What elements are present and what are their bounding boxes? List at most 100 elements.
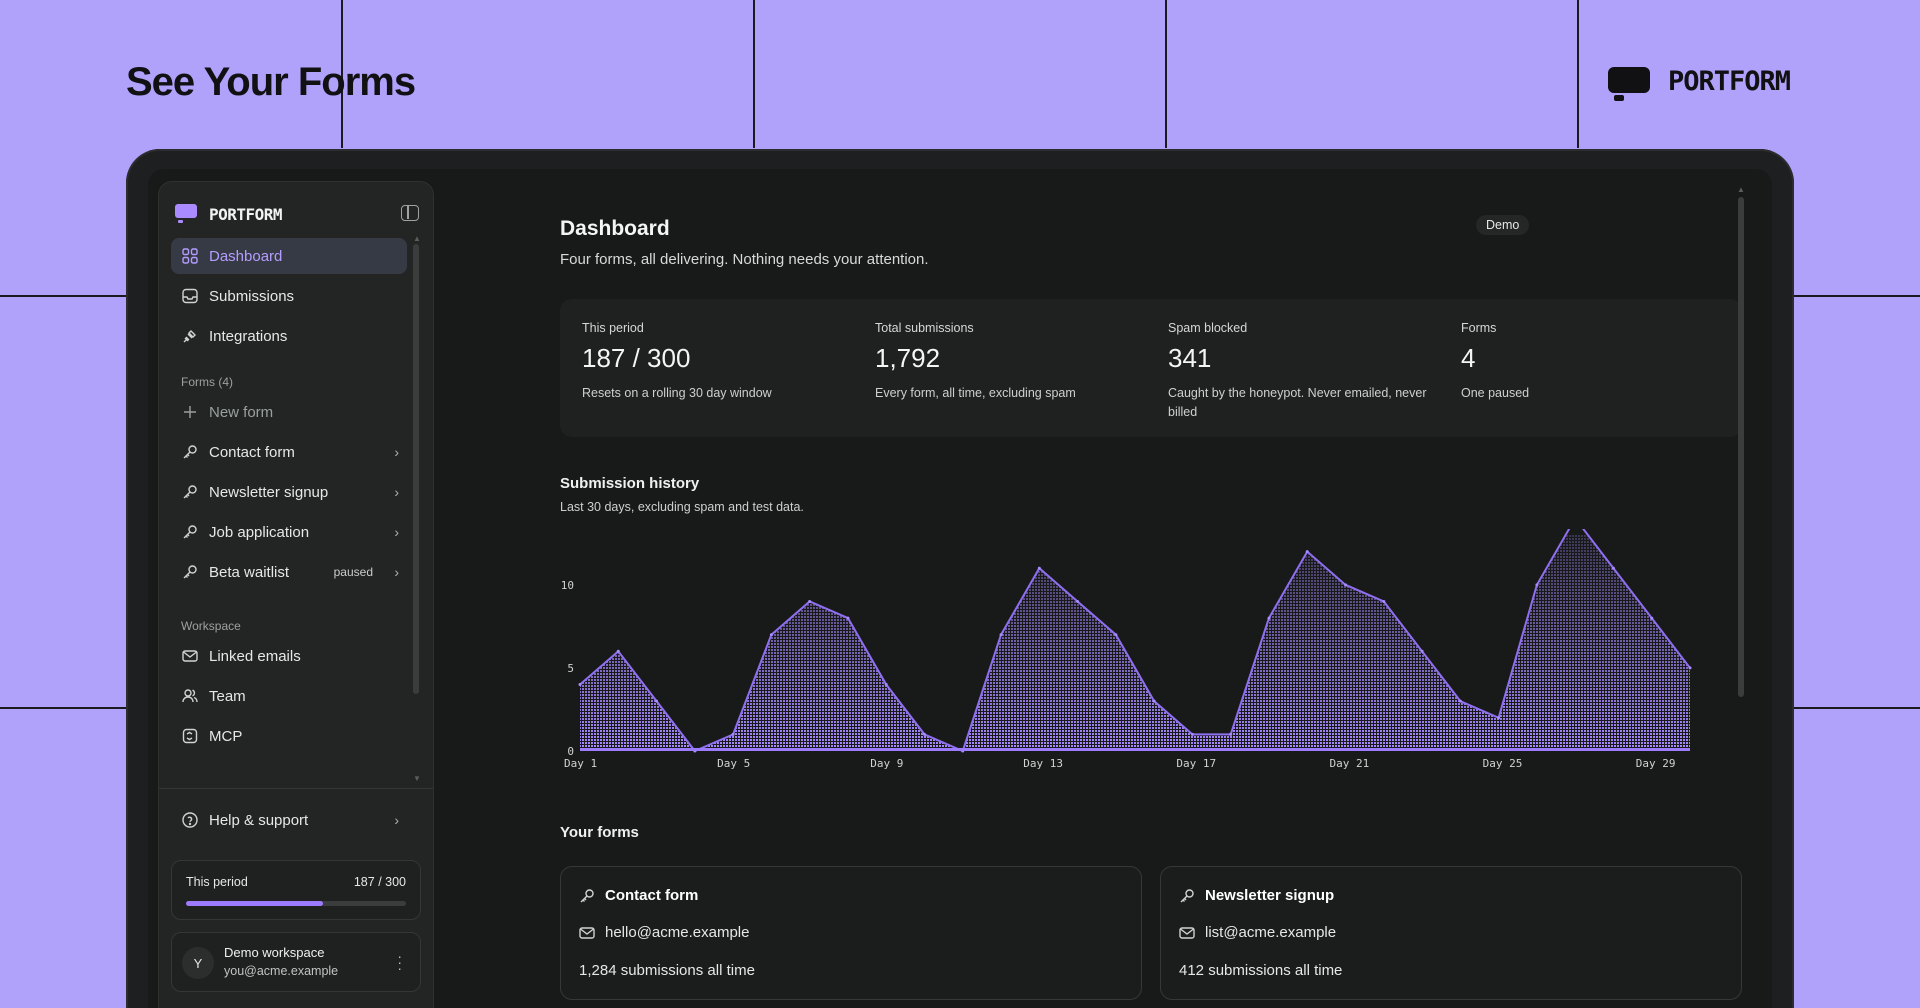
key-icon — [181, 443, 199, 461]
stat-desc: Every form, all time, excluding spam — [875, 386, 1076, 400]
brand-logo: PORTFORM — [1608, 66, 1791, 101]
scroll-up-arrow[interactable]: ▲ — [413, 234, 421, 243]
stat-label: Forms — [1461, 321, 1497, 335]
chart-point — [1305, 550, 1309, 554]
chart-point — [1114, 633, 1118, 637]
sidebar-form-newsletter[interactable]: Newsletter signup › — [171, 474, 407, 510]
chart-point — [922, 732, 926, 736]
nav-team[interactable]: Team — [171, 678, 407, 714]
chart-line — [579, 529, 1691, 753]
chart-point — [1037, 566, 1041, 570]
plus-icon — [181, 403, 199, 421]
sidebar-toggle-icon[interactable] — [401, 205, 419, 221]
chart-point — [616, 649, 620, 653]
x-tick-label: Day 13 — [1023, 757, 1063, 770]
form-card-title: Newsletter signup — [1179, 887, 1334, 904]
demo-badge: Demo — [1476, 215, 1530, 235]
chart-point — [808, 599, 812, 603]
page-subtitle: Four forms, all delivering. Nothing need… — [560, 251, 929, 268]
grid-line — [0, 707, 126, 709]
stat-desc: Caught by the honeypot. Never emailed, n… — [1168, 386, 1427, 419]
nav-submissions[interactable]: Submissions — [171, 278, 407, 314]
chart-baseline — [580, 748, 1690, 751]
stat-value: 1,792 — [875, 343, 941, 373]
key-icon — [181, 563, 199, 581]
chart-point — [1344, 583, 1348, 587]
chart-subtitle: Last 30 days, excluding spam and test da… — [560, 500, 804, 514]
x-tick-label: Day 5 — [717, 757, 750, 770]
stat-value: 4 — [1461, 343, 1476, 373]
chart-point — [731, 732, 735, 736]
chart-point — [999, 633, 1003, 637]
avatar: Y — [182, 947, 214, 979]
mail-icon — [579, 925, 595, 941]
nav-linked-emails[interactable]: Linked emails — [171, 638, 407, 674]
stat-label: Total submissions — [875, 321, 974, 335]
form-name: Newsletter signup — [1205, 887, 1335, 904]
stat-value: 341 — [1168, 343, 1212, 373]
main-scrollbar[interactable] — [1738, 197, 1744, 697]
hero-title: See Your Forms — [126, 60, 416, 104]
chart-point — [1497, 716, 1501, 720]
chart-point — [1382, 599, 1386, 603]
chart-point — [1152, 699, 1156, 703]
stat-desc: One paused — [1461, 386, 1530, 400]
mail-icon — [1179, 925, 1195, 941]
forms-section-title: Your forms — [560, 824, 639, 841]
new-form-button[interactable]: New form — [171, 394, 407, 430]
form-email: list@acme.example — [1205, 924, 1337, 941]
forms-section-label: Forms (4) — [181, 375, 233, 389]
nav-integrations[interactable]: Integrations — [171, 318, 407, 354]
more-vertical-icon[interactable]: · · · — [397, 948, 402, 976]
workspace-email: you@acme.example — [224, 964, 339, 978]
period-usage-card: This period 187 / 300 — [171, 860, 421, 920]
chart-point — [884, 683, 888, 687]
chart-point — [1611, 566, 1615, 570]
period-label: This period — [186, 875, 248, 889]
stat-this-period: This period 187 / 300 Resets on a rollin… — [582, 321, 842, 403]
workspace-account-card[interactable]: Y Demo workspace you@acme.example · · · — [171, 932, 421, 992]
users-icon — [181, 687, 199, 705]
y-tick-label: 0 — [567, 745, 574, 758]
chart-point — [1420, 649, 1424, 653]
chart-point — [846, 616, 850, 620]
workspace-section-label: Workspace — [181, 619, 241, 633]
form-card-count: 412 submissions all time — [1179, 962, 1343, 979]
nav-label: MCP — [209, 727, 243, 745]
chevron-right-icon: › — [394, 524, 399, 540]
sidebar-form-beta[interactable]: Beta waitlist paused › — [171, 554, 407, 590]
scroll-down-arrow[interactable]: ▼ — [413, 774, 421, 783]
app-screen: PORTFORM Dashboard Submissions Integr — [148, 169, 1772, 1008]
scroll-up-arrow[interactable]: ▲ — [1737, 185, 1745, 194]
nav-label: Beta waitlist — [209, 563, 290, 581]
help-support-button[interactable]: Help & support › — [171, 802, 407, 838]
grid-line — [753, 0, 755, 148]
stat-spam-blocked: Spam blocked 341 Caught by the honeypot.… — [1168, 321, 1428, 422]
grid-line — [1794, 295, 1920, 297]
nav-mcp[interactable]: MCP — [171, 718, 407, 754]
form-card-title: Contact form — [579, 887, 698, 904]
y-tick-label: 10 — [561, 579, 574, 592]
main-content: Dashboard Four forms, all delivering. No… — [434, 169, 1772, 1008]
sidebar-brand: PORTFORM — [209, 204, 283, 224]
sidebar-scrollbar[interactable] — [413, 244, 419, 694]
x-tick-label: Day 21 — [1330, 757, 1370, 770]
chevron-right-icon: › — [394, 564, 399, 580]
form-card-contact[interactable]: Contact form hello@acme.example 1,284 su… — [560, 866, 1142, 1000]
chart-point — [1535, 583, 1539, 587]
form-name: Contact form — [605, 887, 699, 904]
nav-label: Help & support — [209, 811, 309, 829]
chart-point — [769, 633, 773, 637]
stat-total-submissions: Total submissions 1,792 Every form, all … — [875, 321, 1135, 403]
form-card-newsletter[interactable]: Newsletter signup list@acme.example 412 … — [1160, 866, 1742, 1000]
stat-label: This period — [582, 321, 644, 335]
nav-label: Integrations — [209, 327, 288, 345]
key-icon — [1179, 888, 1195, 904]
chart-point — [1688, 666, 1692, 670]
sidebar-form-contact[interactable]: Contact form › — [171, 434, 407, 470]
nav-dashboard[interactable]: Dashboard — [171, 238, 407, 274]
form-card-email: hello@acme.example — [579, 924, 749, 941]
sidebar-form-job[interactable]: Job application › — [171, 514, 407, 550]
x-tick-label: Day 17 — [1176, 757, 1216, 770]
stats-panel: This period 187 / 300 Resets on a rollin… — [560, 299, 1742, 437]
